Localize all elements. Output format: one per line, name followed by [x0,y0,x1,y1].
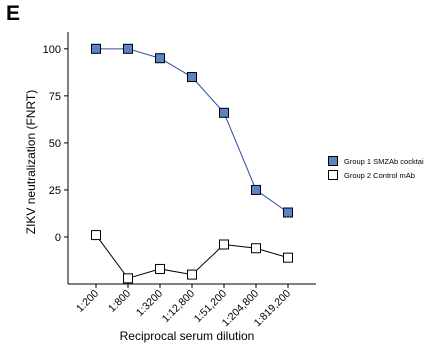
legend-item: Group 2 Control mAb [328,168,424,182]
legend-item: Group 1 SMZAb cocktai [328,154,424,168]
legend-swatch [328,170,338,180]
series-1 [91,43,293,218]
data-point [251,184,261,195]
x-axis-label: Reciprocal serum dilution [120,329,255,343]
y-tick-label: 25 [49,185,61,197]
panel-label: E [6,2,21,25]
data-point [155,263,165,274]
legend-swatch [328,156,338,166]
data-point [283,207,293,218]
y-tick-label: 50 [49,138,61,150]
y-tick-label: 100 [43,44,61,56]
data-point [123,273,133,284]
data-point [219,239,229,250]
data-point [187,72,197,83]
data-point [91,43,101,54]
y-tick-label: 75 [49,91,61,103]
legend: Group 1 SMZAb cocktai Group 2 Control mAb [328,154,424,182]
data-point [219,107,229,118]
data-point [187,269,197,280]
x-tick-label: 1:3200 [134,288,165,319]
series-2 [91,230,293,284]
data-point [251,243,261,254]
chart-series [91,43,293,284]
legend-label: Group 1 SMZAb cocktai [344,156,424,166]
x-tick-label: 1:800 [106,288,133,315]
y-tick-label: 0 [55,232,61,244]
y-axis-label: ZIKV neutralization (FNRT) [24,90,38,235]
x-tick-label: 1:12,800 [160,288,197,325]
legend-label: Group 2 Control mAb [344,170,415,180]
data-point [123,43,133,54]
data-point [155,53,165,64]
data-point [91,230,101,241]
data-point [283,252,293,263]
x-tick-label: 1:200 [74,288,101,315]
